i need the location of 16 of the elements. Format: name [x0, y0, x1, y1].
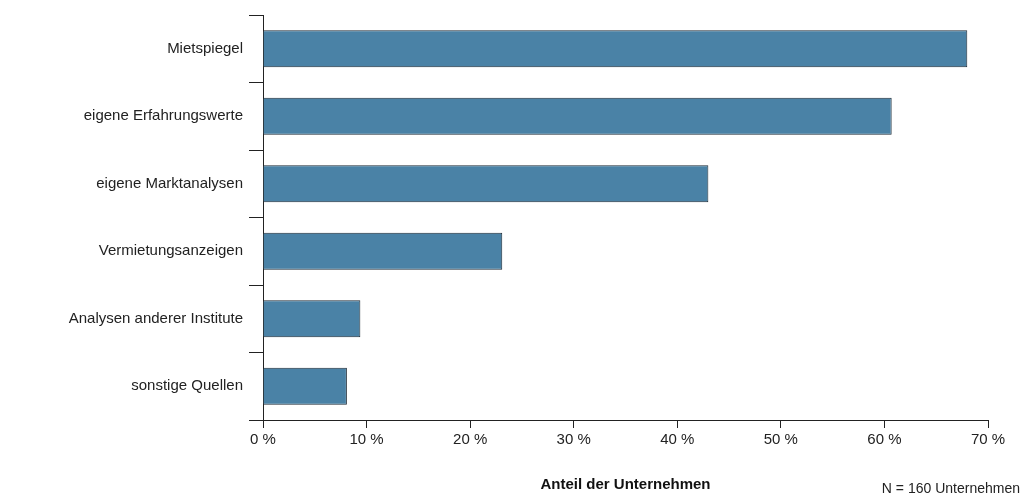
y-tick-label: eigene Marktanalysen	[96, 173, 243, 191]
y-tick-label: Mietspiegel	[167, 38, 243, 56]
x-tick-label: 70 %	[970, 430, 1006, 448]
x-tick-label: 20 %	[453, 430, 488, 448]
text: N = 160 Unternehmen	[881, 479, 1020, 496]
x-tick-label: 10 %	[349, 430, 384, 448]
x-tick-label: 0 %	[250, 430, 276, 448]
x-tick-label: 30 %	[556, 430, 591, 448]
x-axis-title: Anteil der Unternehmen	[540, 475, 711, 493]
y-tick-label: eigene Erfahrungswerte	[83, 106, 243, 124]
x-tick-label: 50 %	[763, 430, 798, 448]
y-tick-label: Vermietungsanzeigen	[98, 241, 243, 259]
y-tick-label: Analysen anderer Institute	[68, 308, 243, 326]
x-tick-label: 40 %	[660, 430, 695, 448]
y-tick-label: sonstige Quellen	[131, 376, 243, 394]
x-tick-label: 60 %	[867, 430, 902, 448]
